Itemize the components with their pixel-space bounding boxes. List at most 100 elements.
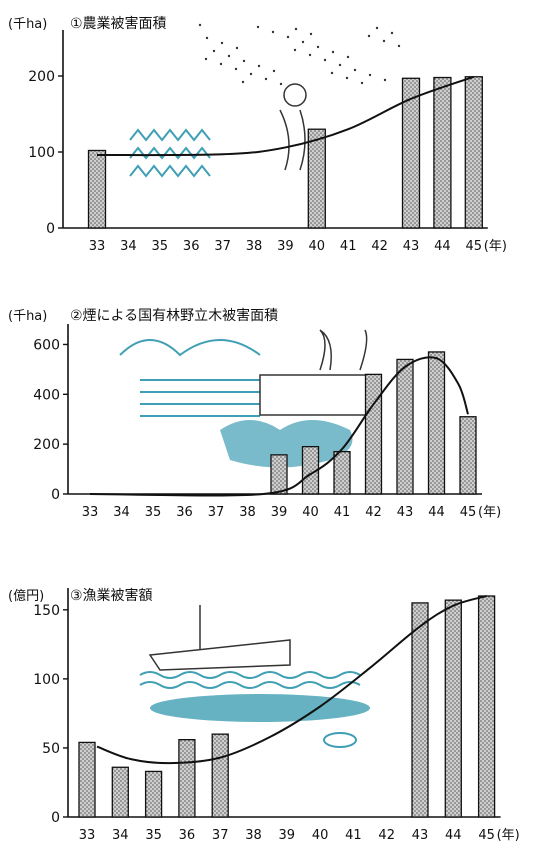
- spray-dot: [367, 34, 371, 38]
- spray-dot: [308, 53, 312, 57]
- spray-dot: [272, 69, 276, 73]
- x-tick-label: 35: [152, 239, 169, 254]
- bar-43: [401, 77, 421, 229]
- farmer-icon: [129, 23, 401, 178]
- x-tick-label: 37: [214, 239, 231, 254]
- bar-45: [459, 416, 477, 495]
- bar-44: [444, 599, 462, 818]
- stone-wall-icon: [259, 374, 381, 416]
- smoke-forest-icon: [119, 329, 381, 468]
- x-tick-label: 41: [334, 505, 351, 520]
- spray-dot: [219, 62, 223, 66]
- spray-dot: [331, 50, 335, 54]
- spray-dot: [353, 68, 357, 72]
- bar-37: [211, 733, 229, 818]
- trend-line: [96, 75, 475, 157]
- unit-label: (億円): [8, 588, 44, 604]
- chart-title: ③漁業被害額: [70, 588, 153, 604]
- x-tick-label: 36: [179, 828, 196, 843]
- spray-dot: [249, 72, 253, 76]
- x-tick-label: 38: [239, 505, 256, 520]
- spray-dot: [345, 76, 349, 80]
- spray-dot: [257, 64, 261, 68]
- spray-dot: [205, 36, 209, 40]
- bar-43: [411, 602, 429, 818]
- unit-label: (千ha): [8, 309, 47, 324]
- bar-33: [87, 149, 107, 229]
- wave-icon: [139, 671, 361, 679]
- y-tick-label: 600: [33, 337, 60, 353]
- x-tick-label: 44: [434, 239, 451, 254]
- x-tick-label: 33: [79, 828, 96, 843]
- x-tick-label: 44: [445, 828, 462, 843]
- smoke-cloud-icon: [220, 420, 353, 468]
- spray-dot: [271, 30, 275, 34]
- x-tick-label: 36: [176, 505, 193, 520]
- grass-icon: [129, 164, 211, 178]
- fishing-boat-icon: [139, 605, 370, 748]
- x-tick-label: 41: [345, 828, 362, 843]
- chart-title: ②煙による国有林野立木被害面積: [70, 308, 278, 324]
- grass-icon: [129, 146, 211, 160]
- grass-icon: [129, 128, 211, 142]
- spray-dot: [316, 45, 320, 49]
- bar-42: [364, 373, 383, 495]
- x-tick-label: 45: [466, 239, 483, 254]
- unit-label: (千ha): [8, 17, 47, 32]
- spray-dot: [242, 59, 246, 63]
- bar-44: [433, 76, 452, 229]
- bar-45: [464, 76, 483, 229]
- farmer-head-icon: [283, 83, 307, 107]
- x-tick-label: 40: [309, 239, 326, 254]
- spray-dot: [256, 25, 260, 29]
- y-tick-label: 0: [46, 221, 55, 237]
- x-unit-label: (年): [484, 239, 507, 254]
- spray-dot: [279, 82, 283, 86]
- x-tick-label: 44: [428, 505, 445, 520]
- spray-dot: [220, 41, 224, 45]
- spray-dot: [397, 44, 401, 48]
- spray-dot: [301, 40, 305, 44]
- x-tick-label: 36: [183, 239, 200, 254]
- y-tick-label: 0: [51, 487, 60, 503]
- spray-dot: [264, 77, 268, 81]
- bar-36: [178, 739, 196, 818]
- bar-43: [396, 358, 414, 495]
- spray-dot: [241, 80, 245, 84]
- bar-44: [427, 351, 446, 495]
- spray-dot: [375, 26, 379, 30]
- bar-40: [307, 128, 326, 229]
- spray-dot: [198, 23, 202, 27]
- x-tick-label: 45: [478, 828, 495, 843]
- chart-panel-1: (千ha) ①農業被害面積 0 100 200 33 34 35 36 37 38 39 40 41 42 4…: [8, 16, 507, 254]
- bar-41: [333, 450, 351, 495]
- trend-line: [96, 595, 487, 765]
- x-tick-label: 40: [302, 505, 319, 520]
- x-tick-label: 37: [208, 505, 225, 520]
- spray-dot: [309, 32, 313, 36]
- x-tick-label: 34: [113, 505, 130, 520]
- x-tick-label: 35: [145, 505, 162, 520]
- x-unit-label: (年): [478, 505, 501, 520]
- x-unit-label: (年): [497, 828, 520, 843]
- spray-dot: [227, 54, 231, 58]
- wave-icon: [139, 681, 361, 689]
- spray-dot: [235, 46, 239, 50]
- x-tick-label: 39: [277, 239, 294, 254]
- x-tick-label: 34: [120, 239, 137, 254]
- spray-dot: [286, 35, 290, 39]
- x-tick-label: 35: [145, 828, 162, 843]
- spray-dot: [360, 81, 364, 85]
- x-tick-label: 38: [245, 828, 262, 843]
- x-tick-label: 43: [403, 239, 420, 254]
- spray-dot: [346, 55, 350, 59]
- bar-35: [144, 770, 163, 818]
- bar-39: [270, 454, 288, 495]
- x-tick-label: 40: [312, 828, 329, 843]
- spray-dot: [293, 48, 297, 52]
- dead-tree-icon: [319, 329, 368, 371]
- x-tick-label: 45: [460, 505, 477, 520]
- spray-dot: [294, 27, 298, 31]
- spray-dot: [390, 31, 394, 35]
- chart-title: ①農業被害面積: [70, 16, 167, 32]
